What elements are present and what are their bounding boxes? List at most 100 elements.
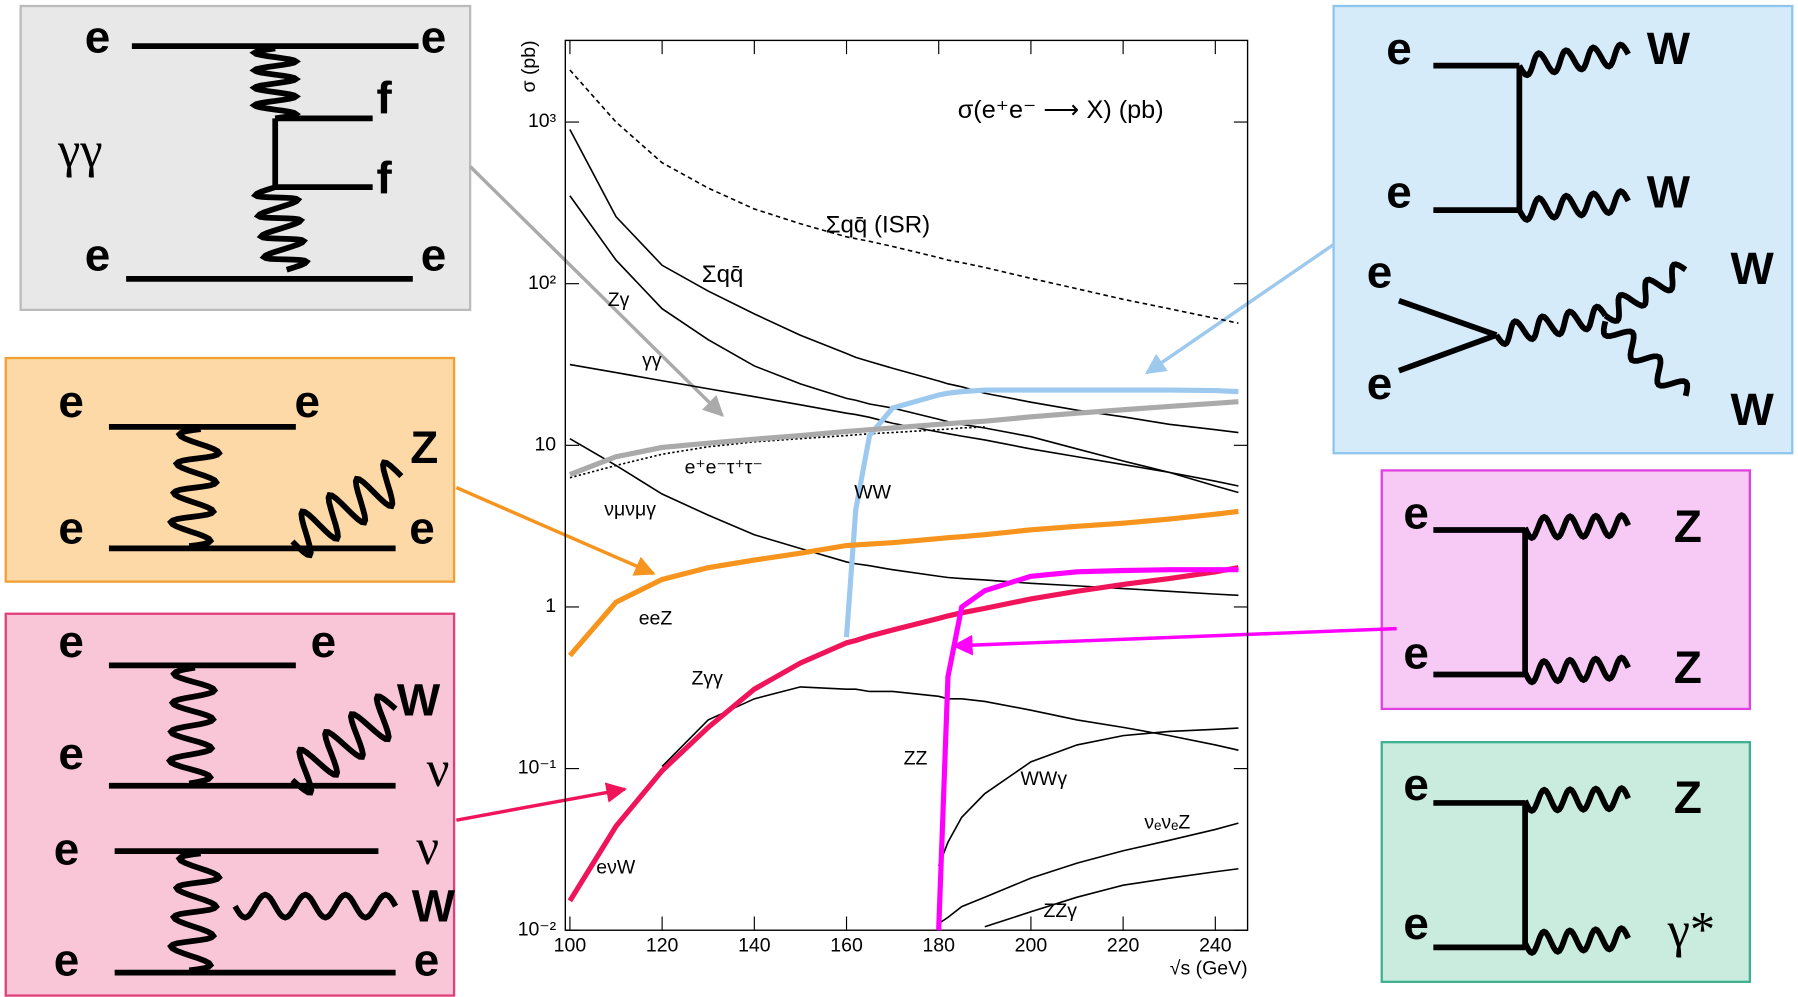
boson-line bbox=[1494, 303, 1608, 348]
diagram-label: Z bbox=[1674, 500, 1702, 552]
diagram-label: Z bbox=[410, 421, 438, 473]
diagram-label: e bbox=[85, 11, 111, 63]
series-line bbox=[569, 69, 1239, 324]
diagram-label: W bbox=[412, 880, 456, 932]
diagram-label: W bbox=[1647, 22, 1691, 74]
diagram-label: e bbox=[421, 11, 447, 63]
diagram-label: e bbox=[58, 501, 84, 553]
y-tick-label: 10² bbox=[528, 272, 557, 294]
series-label: WWγ bbox=[1021, 768, 1068, 790]
series-line bbox=[567, 565, 1239, 903]
fermion-line bbox=[1397, 297, 1498, 338]
series-label: γγ bbox=[642, 350, 662, 372]
diagram-label: Z bbox=[1674, 641, 1702, 693]
arrow bbox=[455, 486, 656, 576]
boson-line bbox=[1522, 784, 1631, 815]
plot-frame bbox=[564, 39, 1249, 931]
y-tick-label: 10³ bbox=[528, 110, 557, 132]
y-axis-label: σ (pb) bbox=[518, 40, 540, 92]
arrows bbox=[455, 165, 1397, 822]
series-label: eνW bbox=[596, 856, 636, 878]
series-label: Σqq̄ (ISR) bbox=[826, 212, 931, 239]
diagram-label: γγ bbox=[57, 122, 103, 178]
series-line bbox=[569, 195, 1239, 494]
series-label: Zγ bbox=[608, 289, 630, 311]
diagram-label: e bbox=[414, 934, 440, 986]
boson-line bbox=[290, 459, 404, 559]
series-line bbox=[938, 822, 1239, 925]
diagram-label: e bbox=[58, 615, 84, 667]
series-line bbox=[569, 426, 985, 479]
series-line bbox=[984, 867, 1239, 928]
series-label: Zγγ bbox=[691, 667, 723, 689]
y-tick-label: 10⁻² bbox=[518, 918, 557, 940]
x-tick-label: 160 bbox=[830, 934, 863, 956]
arrow bbox=[456, 782, 627, 822]
diagram-label: W bbox=[397, 673, 441, 725]
boson-line bbox=[167, 850, 223, 974]
x-tick-label: 200 bbox=[1015, 934, 1048, 956]
x-tick-label: 220 bbox=[1107, 934, 1140, 956]
series-line bbox=[937, 727, 1239, 867]
series-line bbox=[661, 686, 1239, 768]
diagram-label: e bbox=[58, 727, 84, 779]
diagram-label: f bbox=[376, 71, 392, 123]
boson-line bbox=[1522, 654, 1631, 686]
diagram-label: W bbox=[1647, 165, 1691, 217]
diagram-label: ν bbox=[416, 819, 439, 875]
series-label: νₑνₑZ bbox=[1144, 812, 1190, 834]
diagram-label: e bbox=[421, 228, 447, 280]
diagram-box bbox=[19, 4, 472, 312]
diagram-label: γ* bbox=[1667, 901, 1716, 957]
diagram-label: ν bbox=[427, 741, 450, 797]
boson-line bbox=[167, 426, 223, 549]
x-tick-label: 180 bbox=[922, 934, 955, 956]
boson-line bbox=[1522, 925, 1631, 956]
diagram-label: e bbox=[85, 228, 111, 280]
chart-title: σ(e⁺e⁻ ⟶ X) (pb) bbox=[958, 96, 1164, 124]
x-axis-label: √s (GeV) bbox=[1170, 957, 1248, 979]
diagram-box bbox=[4, 612, 456, 997]
series-label: ZZ bbox=[904, 748, 928, 770]
boson-line bbox=[232, 891, 399, 921]
diagram-label: e bbox=[409, 501, 435, 553]
boson-line bbox=[1603, 261, 1688, 324]
boson-line bbox=[1516, 188, 1631, 224]
boson-line bbox=[1516, 41, 1631, 79]
diagram-label: W bbox=[1730, 383, 1774, 435]
diagram-label: e bbox=[1386, 22, 1412, 74]
boson-line bbox=[165, 664, 219, 787]
diagram-label: W bbox=[1730, 242, 1774, 294]
diagram-label: e bbox=[1403, 758, 1429, 810]
diagram-label: e bbox=[1403, 626, 1429, 678]
series-line bbox=[568, 399, 1239, 477]
fermion-line bbox=[1397, 332, 1498, 374]
boson-line bbox=[250, 184, 311, 273]
series-line bbox=[569, 129, 1239, 434]
diagram-label: e bbox=[54, 934, 80, 986]
series-label: ZZγ bbox=[1043, 900, 1077, 922]
diagram-label: e bbox=[1403, 897, 1429, 949]
boson-line bbox=[249, 45, 301, 122]
diagram-label: e bbox=[54, 822, 80, 874]
x-tick-label: 120 bbox=[646, 934, 679, 956]
series-label: e⁺e⁻τ⁺τ⁻ bbox=[685, 456, 763, 478]
diagram-lines bbox=[108, 41, 1691, 976]
boson-line bbox=[290, 693, 398, 796]
x-tick-label: 240 bbox=[1199, 934, 1232, 956]
diagram-label: f bbox=[376, 152, 392, 204]
y-tick-label: 10 bbox=[534, 433, 556, 455]
diagram-label: e bbox=[1367, 246, 1393, 298]
diagram-box bbox=[1332, 4, 1794, 455]
x-tick-label: 100 bbox=[554, 934, 587, 956]
diagram-label: e bbox=[1367, 357, 1393, 409]
diagram-label: e bbox=[295, 375, 321, 427]
series-label: eeZ bbox=[639, 608, 673, 630]
diagram-label: e bbox=[1403, 486, 1429, 538]
arrow bbox=[468, 165, 724, 417]
y-tick-label: 1 bbox=[545, 595, 556, 617]
diagram-label: e bbox=[311, 615, 337, 667]
arrow bbox=[951, 626, 1397, 656]
y-tick-label: 10⁻¹ bbox=[518, 757, 557, 779]
